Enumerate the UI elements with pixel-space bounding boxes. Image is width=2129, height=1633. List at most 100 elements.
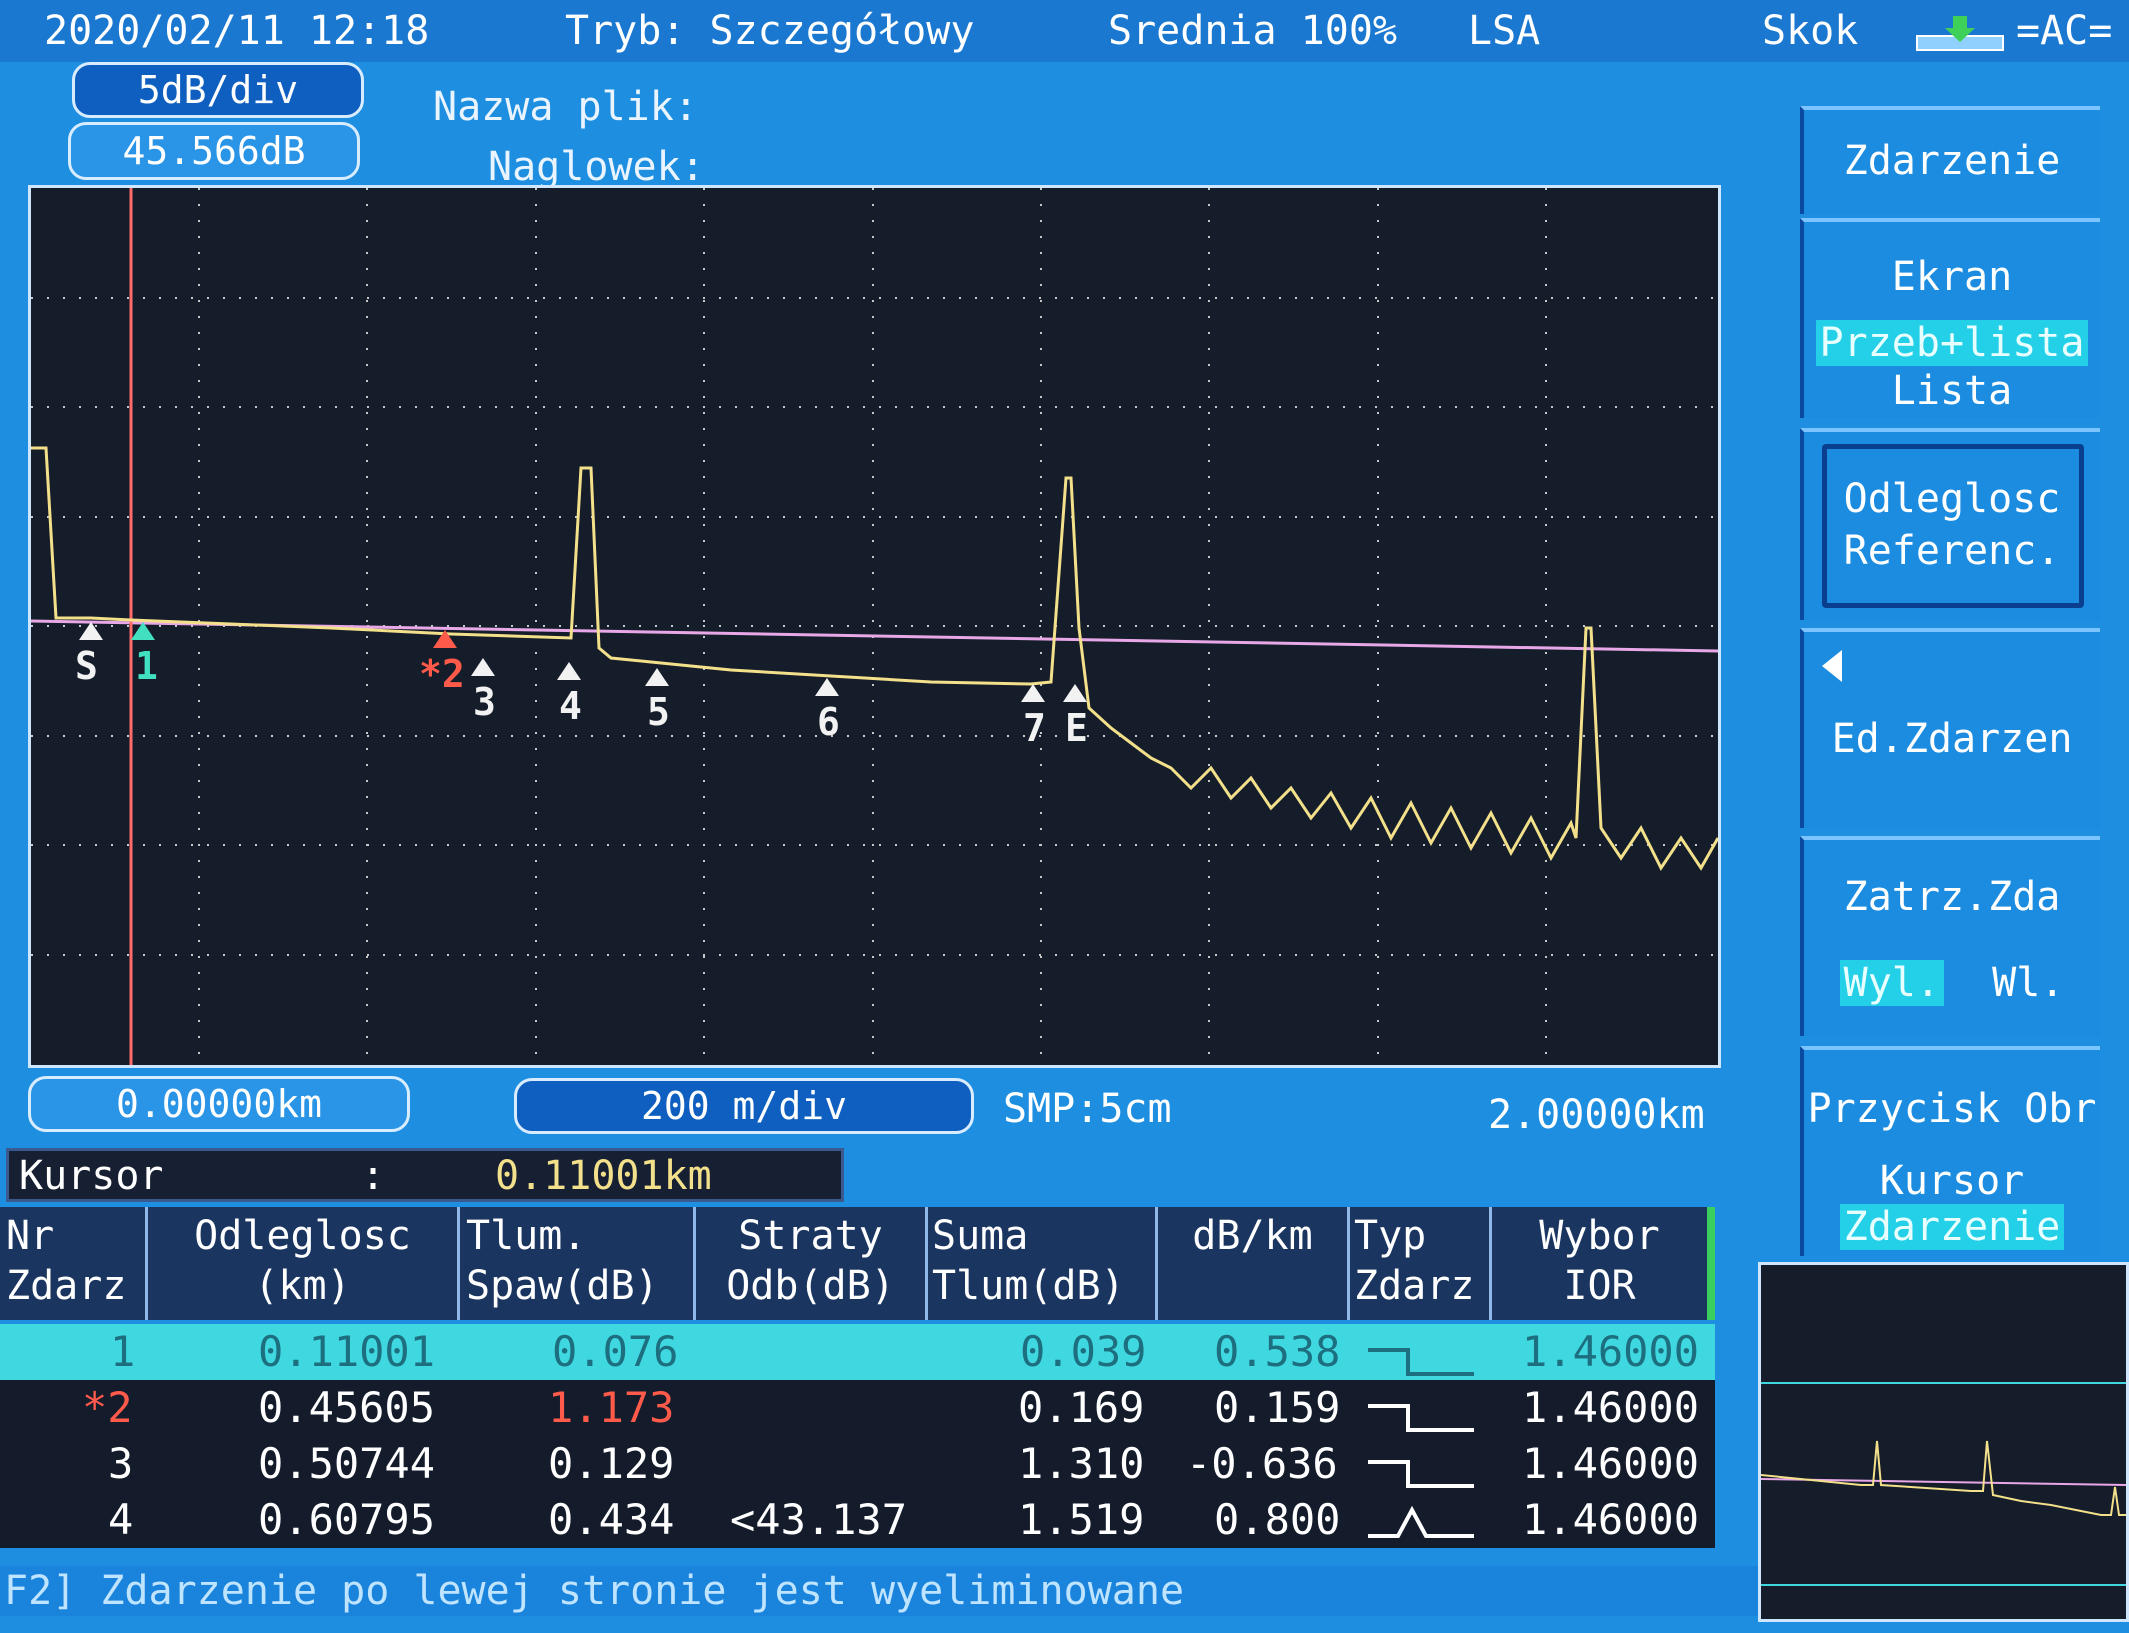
row-nr: 1 (110, 1327, 136, 1376)
overview-trace-plot[interactable] (1758, 1262, 2129, 1622)
marker-5[interactable]: 5 (647, 690, 670, 734)
ekran-button[interactable]: Ekran Przeb+lista Lista (1800, 218, 2100, 418)
marker-e[interactable]: E (1065, 706, 1088, 750)
col-dbkm: dB/km (1158, 1207, 1350, 1320)
lsa-label: LSA (1468, 8, 1541, 54)
row-nr: 3 (108, 1439, 134, 1488)
status-bar: 2020/02/11 12:18 Tryb: Szczegółowy Sredn… (0, 0, 2129, 62)
zdarzenie-button[interactable]: Zdarzenie (1800, 106, 2100, 214)
row-ior: 1.46000 (1522, 1327, 1700, 1376)
row-sum: 1.310 (1018, 1439, 1145, 1488)
row-reflectance: <43.137 (730, 1495, 908, 1544)
save-icon (1915, 10, 2005, 64)
smp-label: SMP:5cm (1003, 1086, 1172, 1132)
row-distance: 0.11001 (258, 1327, 436, 1376)
zatrz-zda-button[interactable]: Zatrz.Zda Wyl. Wl. (1800, 836, 2100, 1036)
col-ior: Wybor IOR (1492, 1207, 1715, 1320)
status-message: F2] Zdarzenie po lewej stronie jest wyel… (0, 1566, 1760, 1616)
ed-zdarzen-button[interactable]: Ed.Zdarzen (1800, 628, 2100, 828)
db-per-div-button[interactable]: 5dB/div (72, 62, 364, 118)
przycisk-obr-button[interactable]: Przycisk Obr Kursor Zdarzenie (1800, 1046, 2100, 1256)
row-splice: 0.434 (548, 1495, 675, 1544)
marker-6[interactable]: 6 (817, 700, 840, 744)
cursor-readout: Kursor : 0.11001km (6, 1148, 844, 1202)
cursor-value: 0.11001km (495, 1153, 712, 1199)
start-distance-display[interactable]: 0.00000km (28, 1076, 410, 1132)
ed-zdarzen-label: Ed.Zdarzen (1831, 716, 2073, 762)
marker-s[interactable]: S (75, 644, 98, 688)
row-ior: 1.46000 (1522, 1383, 1700, 1432)
average-label: Srednia 100% (1108, 8, 1397, 54)
table-row[interactable]: 4 0.60795 0.434 <43.137 1.519 0.800 1.46… (0, 1492, 1715, 1548)
row-ior: 1.46000 (1522, 1439, 1700, 1488)
row-nr: 4 (108, 1495, 134, 1544)
zatrz-zda-label: Zatrz.Zda (1843, 874, 2061, 920)
table-row[interactable]: 1 0.11001 0.076 0.039 0.538 1.46000 (0, 1324, 1715, 1380)
marker-3[interactable]: 3 (473, 680, 496, 724)
zatrz-option-wyl: Wyl. (1839, 960, 1944, 1006)
table-row[interactable]: 3 0.50744 0.129 1.310 -0.636 1.46000 (0, 1436, 1715, 1492)
row-distance: 0.60795 (258, 1495, 436, 1544)
row-nr: *2 (82, 1383, 133, 1432)
marker-4[interactable]: 4 (559, 684, 582, 728)
ekran-option-lista: Lista (1891, 368, 2013, 414)
trace-line (31, 446, 1718, 871)
marker-7-triangle[interactable] (1021, 684, 1045, 702)
marker-7[interactable]: 7 (1023, 706, 1046, 750)
row-dbkm: 0.538 (1214, 1327, 1341, 1376)
row-dbkm: 0.159 (1214, 1383, 1341, 1432)
marker-6-triangle[interactable] (815, 678, 839, 696)
marker-s-triangle[interactable] (79, 622, 103, 640)
marker-1[interactable]: 1 (135, 644, 158, 688)
marker-2[interactable]: *2 (419, 652, 465, 696)
przycisk-obr-label: Przycisk Obr (1807, 1086, 2097, 1132)
file-header-label: Naglowek: (488, 144, 705, 190)
status-message-text: F2] Zdarzenie po lewej stronie jest wyel… (4, 1568, 1185, 1614)
mode-label: Tryb: Szczegółowy (565, 8, 975, 54)
step-down-icon (1368, 1448, 1474, 1504)
ekran-label: Ekran (1891, 254, 2013, 300)
row-dbkm: 0.800 (1214, 1495, 1341, 1544)
row-sum: 1.519 (1018, 1495, 1145, 1544)
referenc-label: Referenc. (1843, 528, 2061, 574)
event-table-header: Nr Zdarz Odleglosc (km) Tlum. Spaw(dB) Stra… (0, 1207, 1715, 1320)
chevron-left-icon (1822, 650, 1842, 682)
zdarzenie-label: Zdarzenie (1843, 138, 2061, 184)
db-value-display[interactable]: 45.566dB (68, 122, 360, 180)
marker-5-triangle[interactable] (645, 668, 669, 686)
odleglosc-label: Odleglosc (1843, 476, 2061, 522)
coupling-label: =AC= (2016, 8, 2113, 54)
odleglosc-referenc-button[interactable]: Odleglosc Referenc. (1800, 428, 2100, 620)
col-reflectance: Straty Odb(dB) (696, 1207, 928, 1320)
row-splice: 0.129 (548, 1439, 675, 1488)
row-splice: 0.076 (552, 1327, 679, 1376)
marker-3-triangle[interactable] (471, 658, 495, 676)
datetime: 2020/02/11 12:18 (44, 8, 430, 54)
col-type: Typ Zdarz (1350, 1207, 1492, 1320)
col-distance: Odleglosc (km) (148, 1207, 460, 1320)
m-per-div-button[interactable]: 200 m/div (514, 1078, 974, 1134)
trace-svg (31, 188, 1718, 1065)
marker-1-triangle[interactable] (131, 622, 155, 640)
overview-trace-svg (1760, 1382, 2127, 1586)
file-name-label: Nazwa plik: (433, 84, 698, 130)
marker-e-triangle[interactable] (1063, 684, 1087, 702)
row-dbkm: -0.636 (1186, 1439, 1338, 1488)
otdr-trace-plot[interactable]: S 1 *2 3 4 5 6 7 E (28, 185, 1721, 1068)
marker-4-triangle[interactable] (557, 662, 581, 680)
col-sum: Suma Tlum(dB) (928, 1207, 1158, 1320)
row-distance: 0.50744 (258, 1439, 436, 1488)
reflective-peak-icon (1368, 1500, 1474, 1556)
kursor-option-zdarzenie: Zdarzenie (1839, 1204, 2065, 1250)
end-distance-label: 2.00000km (1488, 1092, 1705, 1138)
col-nr: Nr Zdarz (0, 1207, 148, 1320)
row-splice: 1.173 (548, 1383, 675, 1432)
col-splice: Tlum. Spaw(dB) (460, 1207, 696, 1320)
cursor-label: Kursor (19, 1153, 164, 1199)
table-row[interactable]: *2 0.45605 1.173 0.169 0.159 1.46000 (0, 1380, 1715, 1436)
row-sum: 0.169 (1018, 1383, 1145, 1432)
cursor-separator: : (361, 1153, 386, 1199)
ekran-option-przeb-lista: Przeb+lista (1815, 320, 2089, 366)
marker-2-triangle[interactable] (433, 630, 457, 648)
zatrz-option-wl: Wl. (1992, 960, 2065, 1006)
